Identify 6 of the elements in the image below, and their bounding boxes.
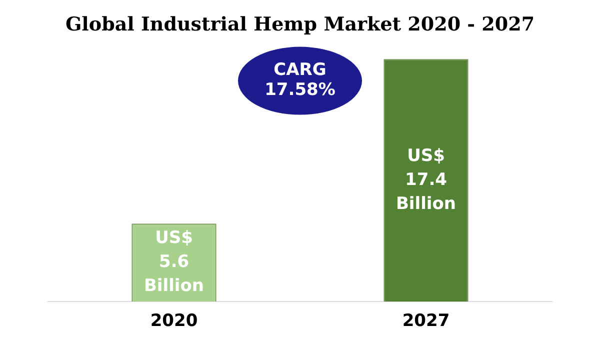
data-label: US$ 5.6 Billion [144,228,204,296]
chart-title: Global Industrial Hemp Market 2020 - 2027 [65,13,535,36]
x-tick-label: 2020 [150,311,198,332]
annotation: CARG 17.58% [264,60,336,100]
data-label: US$ 17.4 Billion [396,146,456,214]
x-tick-label: 2027 [402,311,450,332]
